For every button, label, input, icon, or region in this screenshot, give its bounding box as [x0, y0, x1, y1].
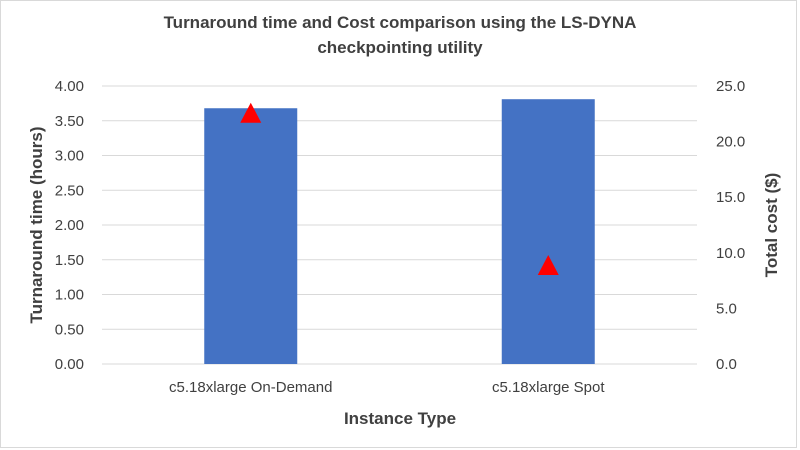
chart-title-line-1: Turnaround time and Cost comparison usin…	[163, 13, 637, 32]
chart-title-line-2: checkpointing utility	[317, 38, 483, 57]
y2-tick-label: 5.0	[716, 300, 737, 317]
y2-tick-label: 25.0	[716, 78, 745, 95]
y2-tick-label: 10.0	[716, 245, 745, 262]
y2-tick-label: 0.0	[716, 356, 737, 373]
right-axis-ticks: 0.0 5.0 10.0 15.0 20.0 25.0	[716, 78, 745, 373]
y-tick-label: 2.50	[55, 182, 84, 199]
left-axis-ticks: 0.00 0.50 1.00 1.50 2.00 2.50 3.00 3.50 4.00	[55, 78, 84, 373]
y-tick-label: 3.00	[55, 148, 84, 165]
category-label: c5.18xlarge On-Demand	[169, 379, 332, 396]
cost-markers	[240, 102, 559, 276]
y2-tick-label: 20.0	[716, 134, 745, 151]
y2-axis-title: Total cost ($)	[762, 173, 781, 278]
y-tick-label: 4.00	[55, 78, 84, 95]
y2-tick-label: 15.0	[716, 189, 745, 206]
triangle-marker-icon	[537, 255, 559, 276]
y-axis-title: Turnaround time (hours)	[27, 126, 46, 323]
bar	[501, 99, 595, 364]
y-tick-label: 1.50	[55, 252, 84, 269]
category-label: c5.18xlarge Spot	[492, 379, 605, 396]
y-tick-label: 0.50	[55, 321, 84, 338]
y-tick-label: 2.00	[55, 217, 84, 234]
x-axis-title: Instance Type	[344, 409, 456, 428]
y-tick-label: 0.00	[55, 356, 84, 373]
gridlines	[102, 85, 697, 365]
category-labels: c5.18xlarge On-Demand c5.18xlarge Spot	[169, 379, 605, 396]
chart-title: Turnaround time and Cost comparison usin…	[0, 10, 800, 60]
turnaround-bars	[204, 99, 595, 365]
bar	[204, 108, 298, 365]
triangle-marker-icon	[240, 102, 262, 123]
y-tick-label: 1.00	[55, 287, 84, 304]
y-tick-label: 3.50	[55, 113, 84, 130]
